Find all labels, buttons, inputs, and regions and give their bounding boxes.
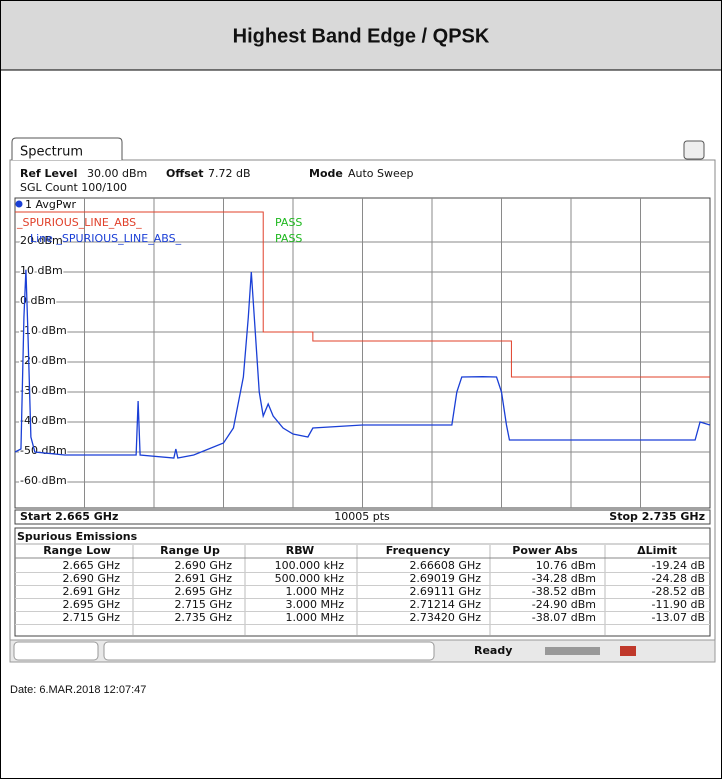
cell: 2.73420 GHz: [409, 611, 481, 624]
table: Range Low Range Up RBW Frequency Power Abs ΔL…: [15, 544, 710, 635]
y-tick-label: -20 dBm: [20, 354, 67, 367]
sgl-count: SGL Count 100/100: [20, 181, 127, 194]
cell: 2.69019 GHz: [409, 572, 481, 585]
status-field: [13, 641, 99, 661]
col-header: Range Low: [43, 544, 111, 557]
y-tick-label: 20 dBm: [20, 234, 63, 247]
cell: 10.76 dBm: [536, 559, 596, 572]
tab-label: Spectrum: [20, 145, 83, 160]
y-tick-label: 10 dBm: [20, 264, 63, 277]
plot: 20 dBm 10 dBm 0 dBm -10 dBm -20 dBm -30 dBm -4…: [15, 198, 710, 508]
setting-value: 30.00 dBm: [87, 167, 147, 180]
header-band: [0, 0, 722, 70]
setting-value: 7.72 dB: [208, 167, 251, 180]
trace-label: 1 AvgPwr: [25, 198, 76, 211]
cell: 1.000 MHz: [285, 585, 344, 598]
cell: 2.690 GHz: [62, 572, 120, 585]
cell: 2.691 GHz: [62, 585, 120, 598]
cell: -28.52 dB: [652, 585, 706, 598]
status: Ready: [474, 644, 512, 657]
trace-dot: [15, 200, 23, 208]
cell: 2.665 GHz: [62, 559, 120, 572]
setting-label: Mode: [309, 167, 343, 180]
limit-result: PASS: [275, 216, 302, 229]
cell: -24.90 dBm: [532, 598, 596, 611]
cell: 3.000 MHz: [285, 598, 344, 611]
cell: 2.66608 GHz: [409, 559, 481, 572]
x-bar: [14, 509, 711, 525]
cell: 100.000 kHz: [275, 559, 345, 572]
y-tick-label: -60 dBm: [20, 474, 67, 487]
cell: 500.000 kHz: [275, 572, 345, 585]
col-header: Range Up: [160, 544, 220, 557]
cell: 2.715 GHz: [174, 598, 232, 611]
cell: 2.691 GHz: [174, 572, 232, 585]
limit-name: _SPURIOUS_LINE_ABS_: [16, 216, 142, 229]
y-tick-label: -40 dBm: [20, 414, 67, 427]
y-tick-label: -10 dBm: [20, 324, 67, 337]
table-frame: [14, 527, 711, 637]
x-start: Start 2.665 GHz: [20, 510, 118, 523]
col-header: Power Abs: [512, 544, 578, 557]
status-field: [103, 641, 435, 661]
col-header: Frequency: [386, 544, 450, 557]
cell: 2.71214 GHz: [409, 598, 481, 611]
y-tick-label: -30 dBm: [20, 384, 67, 397]
col-header: RBW: [286, 544, 314, 557]
setting-label: Offset: [166, 167, 204, 180]
cell: 2.695 GHz: [62, 598, 120, 611]
cell: 2.735 GHz: [174, 611, 232, 624]
trace: [15, 269, 710, 459]
points: 10005 pts: [334, 510, 390, 523]
setting-label: Ref Level: [20, 167, 77, 180]
y-tick-label: 0 dBm: [20, 294, 56, 307]
progress: [545, 647, 600, 655]
cell: -13.07 dB: [652, 611, 706, 624]
cell: -11.90 dB: [652, 598, 706, 611]
cell: 2.690 GHz: [174, 559, 232, 572]
cell: 2.715 GHz: [62, 611, 120, 624]
cell: -38.52 dBm: [532, 585, 596, 598]
cell: -24.28 dB: [652, 572, 706, 585]
cell: -38.07 dBm: [532, 611, 596, 624]
x-stop: Stop 2.735 GHz: [609, 510, 705, 523]
menu-icon[interactable]: [683, 140, 705, 160]
header-title: Highest Band Edge / QPSK: [233, 25, 490, 47]
limit-result: PASS: [275, 232, 302, 245]
table-title: Spurious Emissions: [17, 530, 138, 543]
col-header: ΔLimit: [637, 544, 677, 557]
limit-line: [15, 211, 710, 378]
cell: 2.695 GHz: [174, 585, 232, 598]
cell: -34.28 dBm: [532, 572, 596, 585]
cell: 2.69111 GHz: [409, 585, 481, 598]
setting-value: Auto Sweep: [348, 167, 414, 180]
tab: [11, 137, 123, 160]
logo: [620, 646, 636, 656]
cell: 1.000 MHz: [285, 611, 344, 624]
cell: -19.24 dB: [652, 559, 706, 572]
limit-name: Line _SPURIOUS_LINE_ABS_: [30, 232, 182, 245]
date: Date: 6.MAR.2018 12:07:47: [10, 684, 146, 696]
